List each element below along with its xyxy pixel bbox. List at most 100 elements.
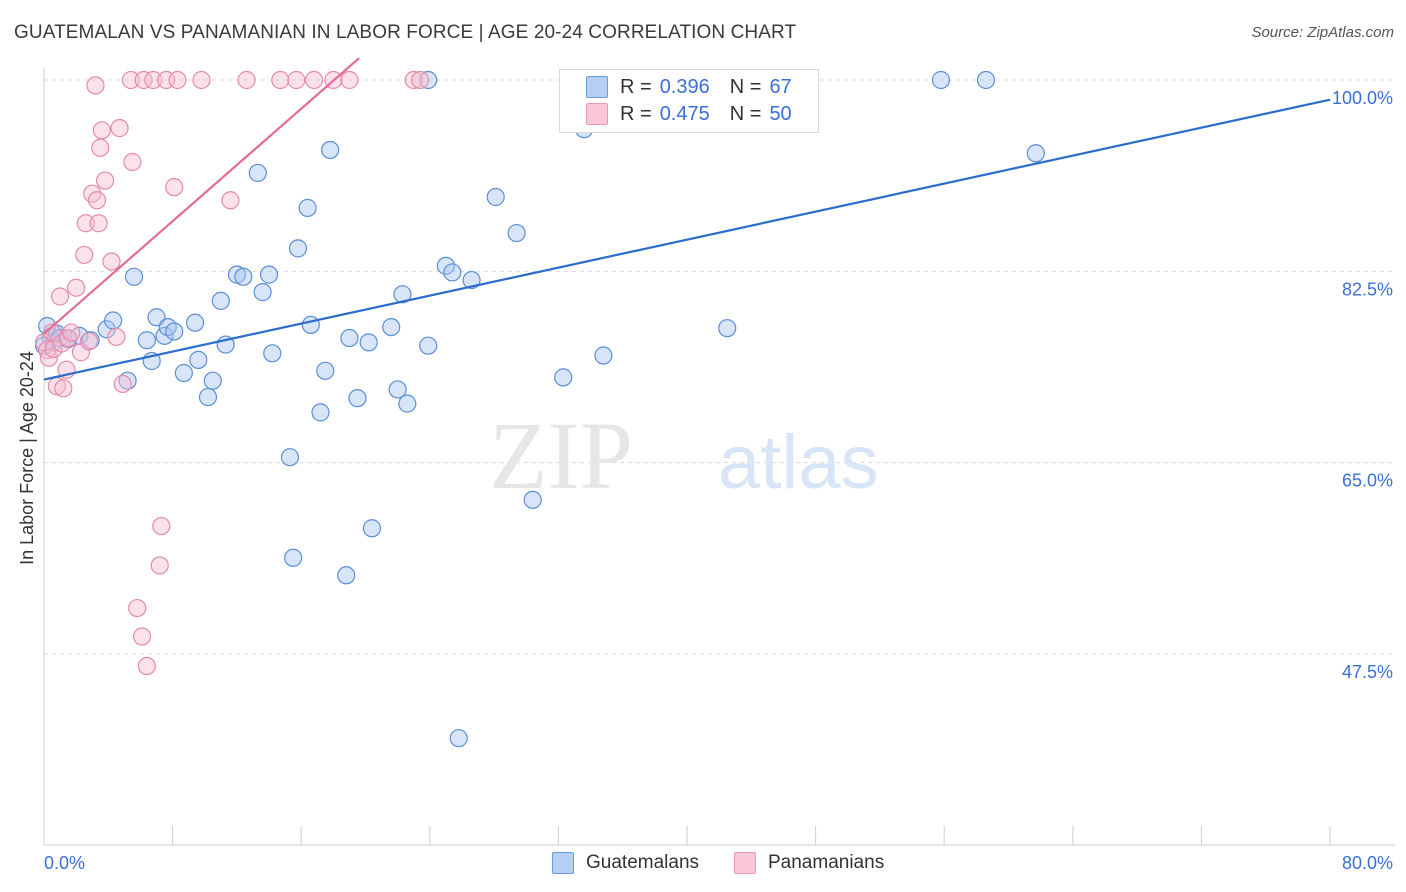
panamanian-trend-line: [43, 57, 360, 335]
guatemalan-point: [301, 315, 320, 335]
guatemalan-point: [203, 371, 222, 390]
guatemalan-point: [253, 283, 272, 302]
bottom-legend-label-guatemalans: Guatemalans: [586, 852, 700, 873]
panamanian-point: [62, 323, 81, 342]
guatemalan-point: [436, 256, 455, 275]
panamanian-point: [92, 121, 111, 140]
guatemalan-point: [419, 336, 438, 355]
panamanian-point: [123, 152, 142, 172]
guatemalan-point: [362, 519, 382, 538]
legend-r-label: R =: [620, 102, 652, 125]
y-tick-label: 65.0%: [1342, 471, 1393, 491]
guatemalan-point: [198, 387, 218, 407]
guatemalan-point: [288, 239, 308, 258]
panamanian-point: [221, 191, 240, 210]
guatemalan-point: [316, 361, 335, 380]
legend-row-guatemalans: R = 0.396 N = 67: [586, 75, 792, 99]
guatemalan-point: [118, 371, 137, 390]
panamanian-point: [271, 70, 290, 90]
panamanian-point: [404, 70, 423, 90]
guatemalan-point: [931, 70, 951, 90]
guatemalan-point: [234, 267, 253, 286]
guatemalan-point: [382, 317, 401, 337]
panamanian-point: [150, 556, 169, 575]
bottom-legend-swatch-guatemalans: [552, 852, 574, 874]
panamanian-point: [102, 252, 121, 271]
guatemalan-point: [388, 380, 407, 399]
guatemalan-point: [124, 267, 144, 286]
panamanian-point: [76, 214, 95, 233]
panamanian-point: [192, 70, 211, 90]
panamanian-point: [144, 70, 163, 90]
guatemalan-point: [554, 368, 573, 387]
panamanian-point: [87, 191, 107, 210]
guatemalan-point: [137, 331, 156, 350]
panamanian-point: [132, 627, 152, 646]
x-tick-label: 80.0%: [1342, 853, 1393, 873]
watermark-atlas: atlas: [718, 420, 879, 505]
guatemalan-point: [189, 350, 208, 369]
y-axis-label: In Labor Force | Age 20-24: [17, 351, 37, 565]
watermark: ZIP atlas: [489, 402, 879, 509]
guatemalan-point: [393, 285, 412, 304]
chart-source: Source: ZipAtlas.com: [1251, 24, 1394, 41]
grid-lines: [44, 79, 1395, 655]
bottom-legend: Guatemalans Panamanians: [0, 852, 1406, 878]
panamanian-point: [95, 171, 115, 190]
guatemalan-trend-line: [43, 98, 1331, 381]
trend-lines: [43, 57, 1331, 381]
panamanian-point: [340, 70, 359, 90]
guatemalan-point: [174, 363, 193, 383]
guatemalan-point: [449, 729, 468, 748]
panamanian-point: [50, 287, 70, 306]
panamanian-point: [152, 516, 171, 536]
panamanian-point: [287, 70, 306, 90]
panamanian-point: [89, 214, 108, 233]
legend-n-value: 67: [769, 75, 792, 98]
guatemalan-point: [263, 344, 282, 363]
panamanian-point: [121, 70, 140, 90]
panamanian-point: [113, 374, 132, 394]
panamanian-point: [411, 70, 430, 90]
panamanian-point: [165, 178, 184, 197]
bottom-legend-swatch-panamanians: [734, 852, 756, 874]
panamanian-point: [110, 119, 129, 138]
guatemalan-point: [718, 319, 737, 338]
guatemalan-point: [1026, 144, 1045, 163]
x-tick-label: 0.0%: [44, 853, 85, 873]
guatemalan-point: [462, 270, 481, 290]
legend-n-label: N =: [729, 102, 762, 125]
guatemalan-point: [398, 394, 417, 413]
guatemalan-point: [248, 163, 267, 183]
panamanian-point: [86, 76, 105, 95]
panamanian-point: [75, 245, 94, 265]
y-tick-label: 82.5%: [1342, 279, 1393, 299]
guatemalan-point: [186, 313, 205, 332]
chart-title: GUATEMALAN VS PANAMANIAN IN LABOR FORCE …: [14, 22, 797, 43]
panamanian-point: [79, 332, 99, 351]
guatemalan-point: [507, 223, 526, 243]
guatemalan-point: [280, 448, 300, 467]
guatemalan-point: [298, 198, 317, 218]
bottom-legend-guatemalans: Guatemalans: [552, 852, 699, 874]
y-tick-labels: 47.5% 65.0% 82.5% 100.0%: [1332, 88, 1393, 682]
panamanian-point: [39, 348, 58, 367]
axes: [43, 68, 1395, 846]
panamanian-point: [91, 138, 110, 157]
y-tick-label: 47.5%: [1342, 662, 1393, 682]
legend-n-label: N =: [729, 75, 762, 98]
guatemalan-point: [594, 346, 613, 365]
guatemalan-point: [340, 328, 359, 348]
bottom-legend-label-panamanians: Panamanians: [768, 852, 885, 873]
guatemalan-point: [165, 322, 184, 341]
panamanian-point: [137, 656, 156, 676]
legend-swatch-guatemalans: [586, 76, 608, 98]
legend-n-value: 50: [769, 102, 792, 125]
panamanian-point: [59, 328, 78, 348]
panamanian-point: [54, 379, 73, 398]
panamanian-point: [134, 70, 153, 90]
guatemalan-point: [311, 403, 330, 422]
panamanian-point: [67, 278, 86, 297]
guatemalan-point: [443, 263, 462, 282]
